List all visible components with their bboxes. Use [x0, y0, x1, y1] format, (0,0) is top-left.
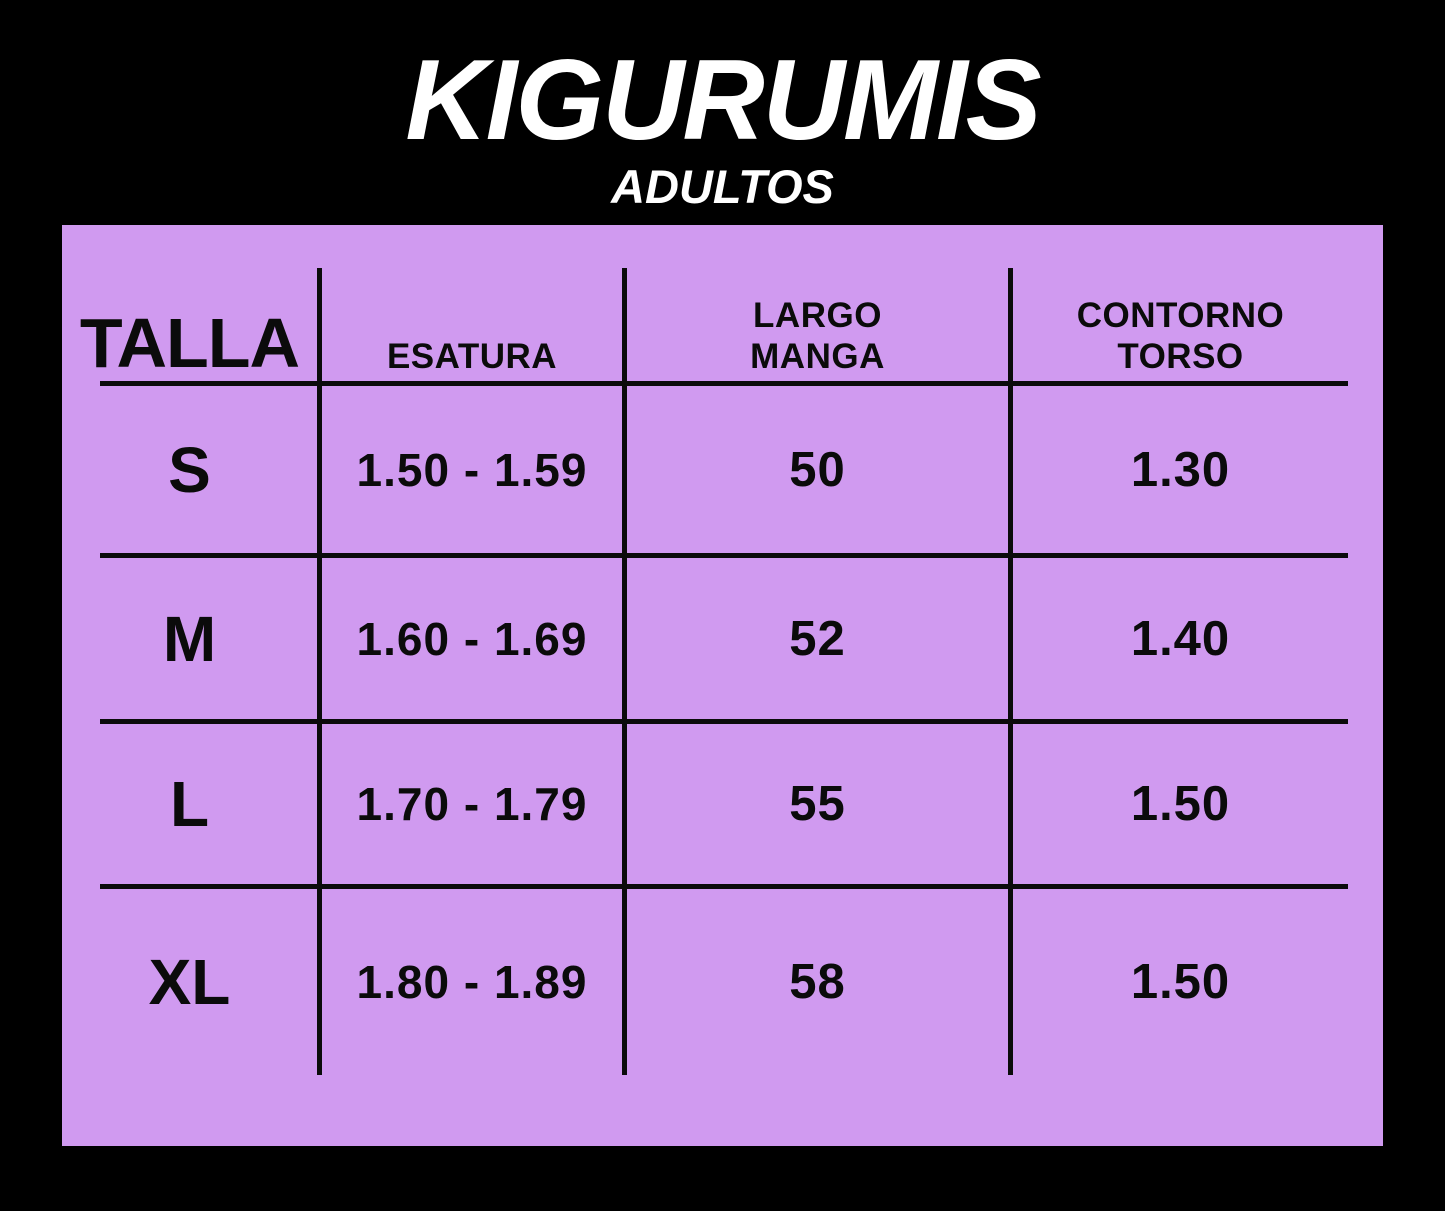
table-grid-hline-row-s [100, 553, 1348, 558]
column-header-talla: TALLA [62, 268, 317, 382]
table-row-xl-contorno-torso: 1.50 [1130, 955, 1231, 1009]
column-header-largo-manga-line2: MANGA [750, 337, 885, 377]
table-row-s-size: S [168, 433, 211, 506]
column-header-contorno-torso-line2: TORSO [1117, 337, 1244, 377]
table-row-l-esatura: 1.70 - 1.79 [356, 778, 588, 830]
table-row-m-contorno-torso: 1.40 [1130, 611, 1231, 666]
column-header-largo-manga-line1: LARGO [753, 296, 882, 336]
table-row-l-largo-manga: 55 [789, 777, 846, 831]
table-row-s-largo-manga: 50 [789, 442, 846, 497]
table-row-s-esatura: 1.50 - 1.59 [356, 443, 588, 496]
table-row-xl-largo-manga: 58 [789, 955, 846, 1009]
column-header-largo-manga: LARGO MANGA [627, 268, 1008, 386]
table-grid-hline-header [100, 381, 1348, 386]
column-header-contorno-torso: CONTORNO TORSO [1013, 268, 1348, 392]
table-grid-hline-row-m [100, 719, 1348, 724]
table-row-xl-esatura: 1.80 - 1.89 [356, 956, 588, 1008]
column-header-talla-label: TALLA [79, 304, 300, 382]
table-row-l-contorno-torso: 1.50 [1130, 777, 1231, 831]
table-row-xl-size: XL [148, 946, 231, 1018]
column-header-esatura-label: ESATURA [386, 337, 558, 377]
table-row-m-largo-manga: 52 [789, 611, 846, 666]
table-row-l-size: L [169, 768, 210, 840]
page-subtitle: ADULTOS [611, 160, 834, 213]
table-row-m-size: M [162, 602, 217, 675]
table-row-m-esatura: 1.60 - 1.69 [356, 612, 588, 665]
column-header-esatura: ESATURA [322, 268, 622, 387]
table-row-s-contorno-torso: 1.30 [1130, 442, 1231, 497]
table-grid-vline-1 [317, 268, 322, 1075]
size-table-panel: TALLA ESATURA LARGO MANGA CONTORNO TORSO… [62, 225, 1383, 1146]
table-grid-vline-3 [1008, 268, 1013, 1075]
table-grid-vline-2 [622, 268, 627, 1075]
page-title: KIGURUMIS [405, 37, 1041, 164]
column-header-contorno-torso-line1: CONTORNO [1076, 296, 1285, 336]
table-grid-hline-row-l [100, 884, 1348, 889]
